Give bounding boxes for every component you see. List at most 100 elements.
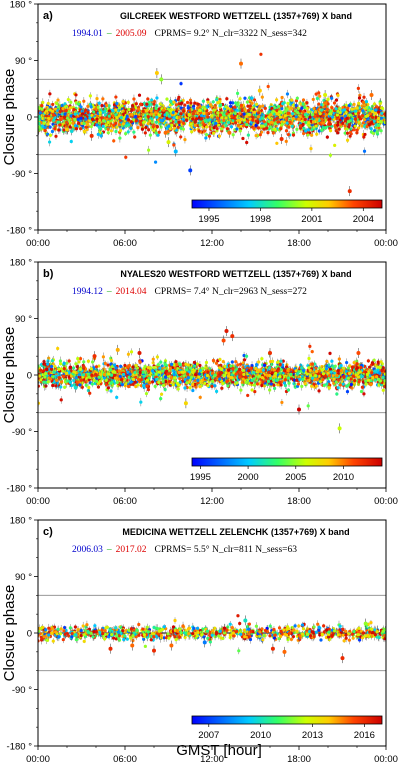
data-point <box>45 105 49 109</box>
data-point <box>146 115 150 119</box>
data-point <box>187 112 191 117</box>
data-point <box>206 100 210 104</box>
data-point <box>58 109 62 114</box>
data-point <box>233 105 237 109</box>
data-point <box>54 134 58 138</box>
data-point <box>40 103 44 108</box>
data-point <box>203 129 207 133</box>
data-point <box>368 111 372 116</box>
data-point <box>286 132 291 137</box>
data-point <box>172 126 176 130</box>
data-point <box>100 116 104 120</box>
data-point <box>364 100 369 104</box>
data-point <box>161 108 166 112</box>
data-point <box>357 111 361 115</box>
data-point <box>177 120 181 124</box>
data-point <box>165 97 169 101</box>
data-point <box>346 106 350 110</box>
data-point <box>151 125 155 129</box>
data-point <box>224 116 228 120</box>
data-point <box>371 109 375 114</box>
data-point <box>106 131 110 135</box>
data-point <box>150 98 154 102</box>
data-point <box>146 97 150 101</box>
panel-a: 180 °90 °0-90 °-180 °00:00 06:00 12:00 18:0… <box>1 0 398 249</box>
data-point <box>88 116 92 120</box>
data-point <box>136 126 140 130</box>
data-point <box>56 105 60 109</box>
data-point <box>150 117 154 121</box>
data-point <box>347 123 351 127</box>
data-point <box>183 103 187 107</box>
data-point <box>238 111 242 115</box>
data-point <box>280 122 285 126</box>
data-point <box>132 130 136 134</box>
data-point <box>48 133 53 137</box>
data-point <box>142 120 147 124</box>
data-point <box>47 116 51 121</box>
data-point <box>112 123 116 127</box>
data-point <box>171 110 175 115</box>
data-point <box>38 121 41 126</box>
data-point <box>109 129 113 133</box>
data-point <box>265 126 269 130</box>
data-point <box>306 133 310 137</box>
data-point <box>112 103 117 107</box>
data-point <box>290 112 295 116</box>
data-point <box>98 127 103 131</box>
data-point <box>357 126 361 130</box>
data-point <box>266 84 270 89</box>
data-point <box>82 99 86 103</box>
data-point <box>309 147 313 151</box>
data-point <box>255 102 259 107</box>
data-point <box>154 120 159 124</box>
data-point <box>181 109 186 113</box>
data-point <box>360 124 364 128</box>
data-point <box>336 131 340 135</box>
data-point <box>48 125 52 129</box>
data-point <box>256 126 261 130</box>
data-point <box>156 133 160 137</box>
data-point <box>369 127 373 131</box>
data-point <box>281 102 285 106</box>
data-point <box>141 109 145 114</box>
data-point <box>134 119 138 123</box>
data-point <box>230 109 234 113</box>
data-point <box>268 113 273 117</box>
data-point <box>201 99 205 103</box>
data-point <box>345 138 350 142</box>
data-point <box>295 96 299 100</box>
data-point <box>80 109 84 113</box>
data-point <box>185 100 190 105</box>
data-point <box>213 103 217 108</box>
data-point <box>114 129 118 134</box>
data-point <box>301 110 305 114</box>
data-point <box>290 98 294 102</box>
data-point <box>357 120 361 124</box>
data-point <box>63 102 67 106</box>
data-point <box>98 113 102 117</box>
data-point <box>207 134 212 138</box>
data-point <box>307 120 311 125</box>
data-point <box>257 115 261 119</box>
data-point <box>246 104 250 108</box>
data-point <box>208 103 213 107</box>
data-point <box>69 139 73 144</box>
data-point <box>215 98 219 102</box>
data-point <box>328 112 332 116</box>
data-point <box>144 125 148 130</box>
data-point <box>376 120 380 124</box>
data-point <box>365 105 369 109</box>
data-point <box>82 129 86 133</box>
data-point <box>310 133 314 137</box>
data-point <box>254 133 258 138</box>
data-point <box>114 95 118 99</box>
data-point <box>147 148 151 152</box>
data-point <box>379 119 383 124</box>
data-point <box>73 117 77 122</box>
data-point <box>220 115 224 119</box>
data-point <box>244 114 248 118</box>
data-point <box>328 128 333 133</box>
data-point <box>204 133 209 137</box>
data-point <box>328 122 332 126</box>
